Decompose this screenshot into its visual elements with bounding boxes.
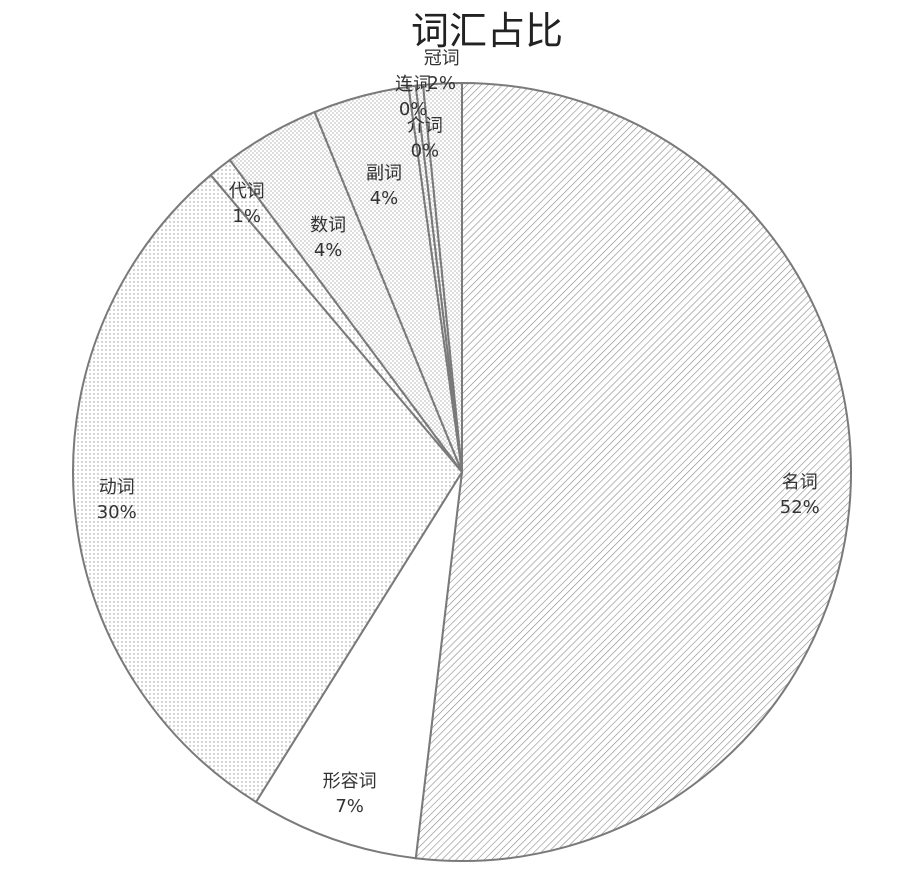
slice-percent-label: 1% [232,206,261,227]
slices-layer [73,83,851,861]
slice-label: 冠词 2% [424,48,460,94]
slice-percent-label: 0% [411,141,440,162]
slice-category-label: 冠词 [424,48,460,69]
slice-category-label: 连词 [395,74,431,95]
slice-percent-label: 7% [335,796,364,817]
slice-percent-label: 2% [427,73,456,94]
slice-category-label: 代词 [229,181,265,202]
slice-category-label: 数词 [310,215,346,236]
slice-percent-label: 30% [97,502,137,523]
slice-percent-label: 4% [314,240,343,261]
chart-title: 词汇占比 [411,9,563,53]
slice-category-label: 形容词 [323,771,377,792]
slice-category-label: 副词 [366,163,402,184]
slice-category-label: 名词 [782,472,818,493]
slice-category-label: 介词 [407,116,443,137]
slice-category-label: 动词 [99,477,135,498]
slice-percent-label: 52% [780,497,820,518]
slice-percent-label: 4% [370,188,399,209]
